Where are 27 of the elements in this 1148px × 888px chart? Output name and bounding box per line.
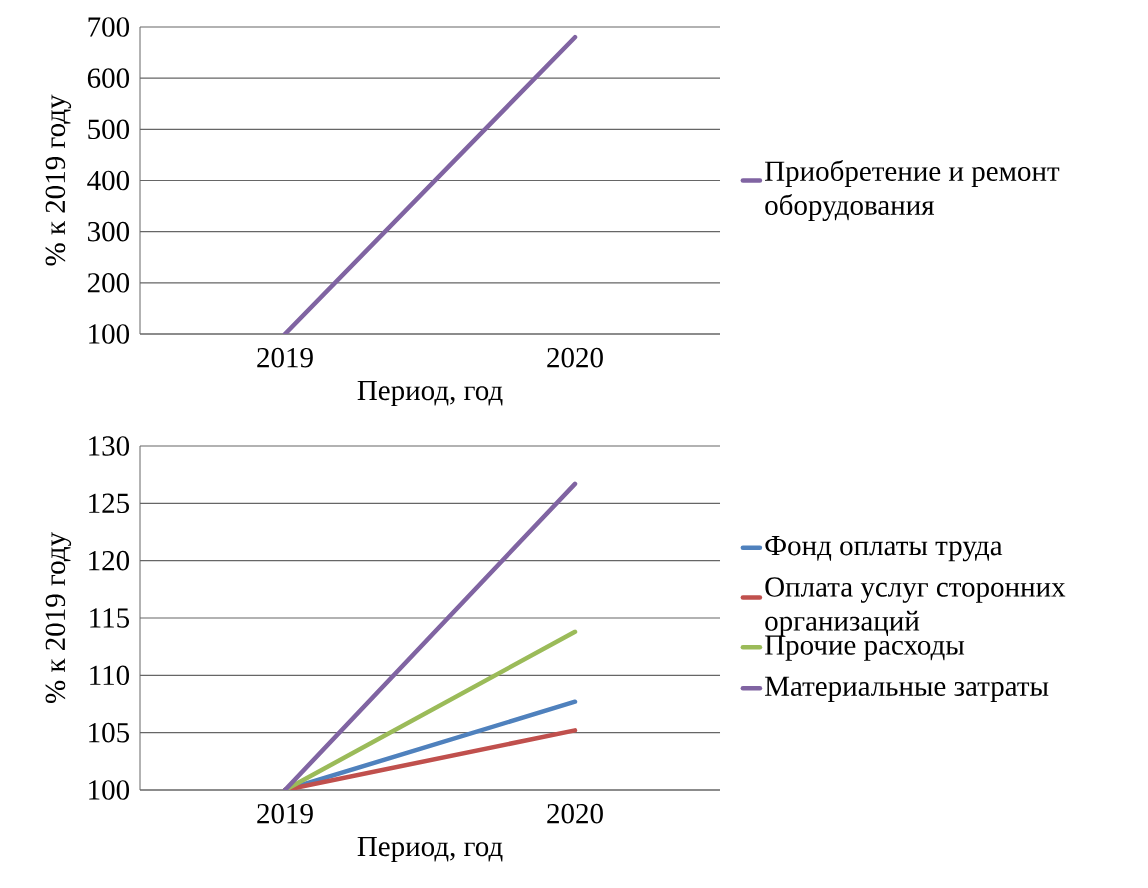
y-tick-label: 400 <box>87 170 130 191</box>
y-tick-label: 125 <box>89 493 129 514</box>
x-tick-label: 2020 <box>547 803 603 824</box>
y-tick-label: 300 <box>88 221 130 242</box>
y-tick-label: 105 <box>89 722 129 743</box>
x-tick-label: 2020 <box>547 347 603 368</box>
legend-label: Материальные затраты <box>765 676 1049 702</box>
x-axis-title: Период, год <box>357 380 503 407</box>
y-axis-title: % к 2019 году <box>45 94 72 266</box>
y-tick-label: 200 <box>87 273 130 293</box>
y-tick-label: 120 <box>89 550 130 571</box>
y-axis-title: % к 2019 году <box>45 532 72 704</box>
legend-label: Фонд оплаты труда <box>765 536 1003 562</box>
y-tick-label: 500 <box>88 119 130 140</box>
y-tick-label: 100 <box>89 780 130 800</box>
x-tick-label: 2019 <box>257 803 313 824</box>
legend-label: Прочие расходы <box>765 635 965 661</box>
y-tick-label: 115 <box>90 608 130 628</box>
legend-label: Оплата услуг сторонних организаций <box>765 577 1066 637</box>
legend-label: Приобретение и ремонт оборудования <box>765 159 1060 221</box>
x-axis-title: Период, год <box>357 836 503 863</box>
x-tick-label: 2019 <box>257 347 313 368</box>
y-tick-label: 700 <box>88 17 130 37</box>
y-tick-label: 100 <box>89 324 130 344</box>
y-tick-label: 130 <box>89 436 130 456</box>
y-tick-label: 600 <box>87 68 130 88</box>
y-tick-label: 110 <box>90 665 130 686</box>
